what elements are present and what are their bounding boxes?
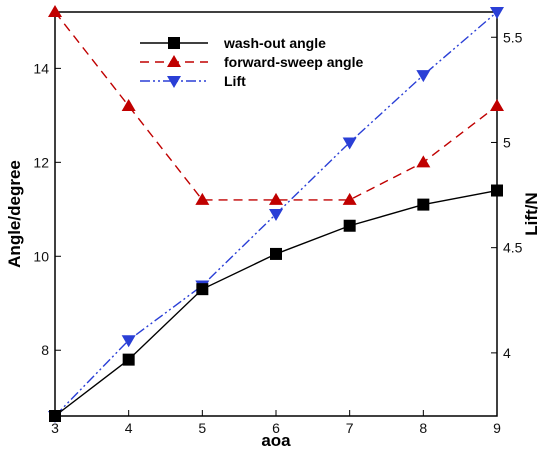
legend-label: wash-out angle	[223, 35, 326, 51]
data-point	[48, 5, 62, 17]
x-tick-label: 4	[125, 420, 133, 436]
legend-item: wash-out angle	[140, 35, 326, 51]
legend: wash-out angle forward-sweep angle Lift	[140, 35, 363, 89]
legend-marker	[167, 76, 181, 88]
data-point	[342, 137, 357, 150]
legend-marker	[167, 55, 181, 67]
right-tick-label: 5.5	[503, 29, 523, 45]
legend-label: forward-sweep angle	[224, 54, 363, 70]
data-point	[490, 7, 504, 19]
x-axis-ticks: 3 4 5 6 7 8 9	[51, 410, 501, 436]
series-line	[54, 189, 498, 417]
data-point	[269, 192, 283, 205]
right-axis-title: Lift/N	[522, 192, 541, 235]
x-axis-title: aoa	[261, 431, 291, 450]
data-point	[417, 198, 430, 211]
series-layer	[48, 5, 504, 423]
x-tick-label: 3	[51, 420, 59, 436]
data-point	[49, 410, 61, 422]
data-point	[122, 353, 135, 366]
data-point	[270, 247, 282, 260]
left-tick-label: 12	[33, 154, 49, 170]
data-point	[416, 70, 431, 83]
left-tick-label: 8	[41, 342, 49, 358]
left-axis-title: Angle/degree	[5, 160, 24, 268]
left-axis-ticks: 8 10 12 14	[33, 60, 61, 358]
right-tick-label: 4.5	[503, 240, 523, 256]
series-0	[49, 184, 503, 422]
data-point	[343, 219, 356, 232]
x-tick-label: 8	[419, 420, 427, 436]
legend-label: Lift	[224, 73, 246, 89]
x-tick-label: 7	[346, 420, 354, 436]
data-point	[121, 335, 136, 348]
data-point	[342, 192, 357, 205]
data-point	[269, 209, 283, 221]
data-point	[490, 98, 504, 111]
data-point	[491, 184, 503, 197]
data-point	[416, 155, 431, 168]
legend-marker	[168, 37, 180, 49]
left-tick-label: 10	[33, 248, 49, 264]
data-point	[195, 192, 210, 205]
right-tick-label: 4	[503, 345, 511, 361]
data-point	[121, 98, 136, 111]
right-tick-label: 5	[503, 134, 511, 150]
left-tick-label: 14	[33, 60, 49, 76]
right-axis-ticks: 4 4.5 5 5.5	[491, 29, 523, 361]
x-tick-label: 5	[198, 420, 206, 436]
x-tick-label: 9	[493, 420, 501, 436]
series-1	[48, 5, 504, 205]
x-tick-label: 6	[272, 420, 280, 436]
data-point	[196, 283, 209, 296]
legend-item: Lift	[140, 73, 246, 89]
legend-item: forward-sweep angle	[140, 54, 363, 70]
